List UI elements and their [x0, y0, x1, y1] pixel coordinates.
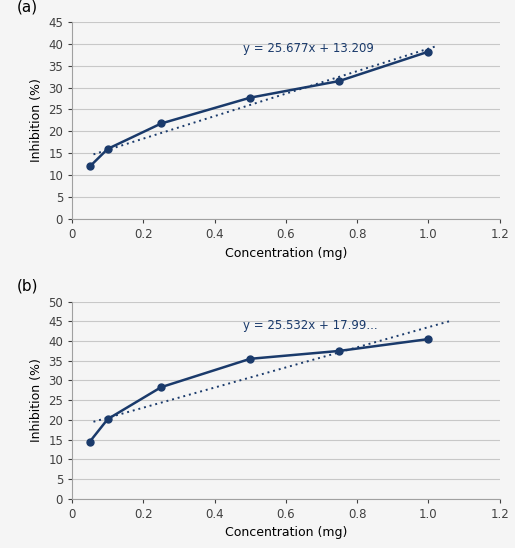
X-axis label: Concentration (mg): Concentration (mg) — [225, 247, 347, 260]
Text: (b): (b) — [16, 279, 38, 294]
Text: y = 25.677x + 13.209: y = 25.677x + 13.209 — [243, 42, 374, 55]
Text: y = 25.532x + 17.99...: y = 25.532x + 17.99... — [243, 319, 377, 333]
Y-axis label: Inhibition (%): Inhibition (%) — [30, 78, 43, 162]
Text: (a): (a) — [16, 0, 38, 14]
Y-axis label: Inhibition (%): Inhibition (%) — [30, 358, 43, 442]
X-axis label: Concentration (mg): Concentration (mg) — [225, 526, 347, 539]
